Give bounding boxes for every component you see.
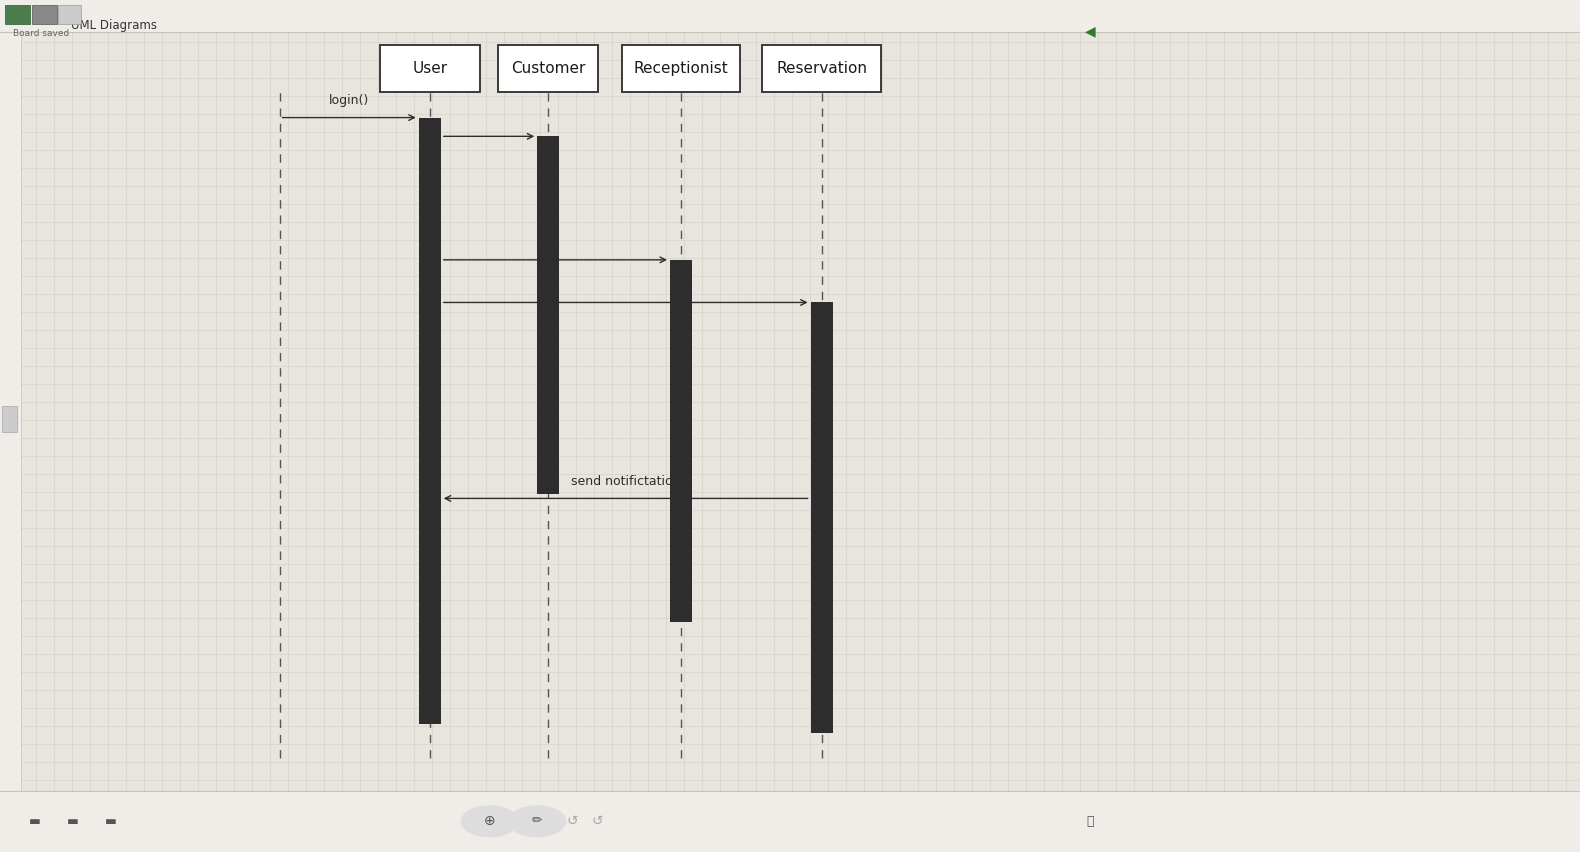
Text: login(): login() xyxy=(329,95,370,107)
Text: ▬: ▬ xyxy=(104,815,117,828)
Bar xyxy=(670,260,692,622)
Text: Customer: Customer xyxy=(510,60,586,76)
Bar xyxy=(537,136,559,494)
Bar xyxy=(58,5,81,24)
Bar xyxy=(419,118,441,724)
Text: ✏: ✏ xyxy=(532,815,542,828)
Text: UML Diagrams: UML Diagrams xyxy=(71,19,156,32)
Text: 💬: 💬 xyxy=(1087,815,1093,828)
Bar xyxy=(763,44,882,91)
Bar xyxy=(0,0,1580,32)
Bar xyxy=(0,32,21,852)
Text: ▬: ▬ xyxy=(66,815,79,828)
Bar xyxy=(2,406,17,432)
Circle shape xyxy=(461,806,518,837)
Text: ◀: ◀ xyxy=(1085,25,1095,38)
Text: ⊕: ⊕ xyxy=(483,815,496,828)
Text: Reservation: Reservation xyxy=(776,60,867,76)
Text: ▬: ▬ xyxy=(28,815,41,828)
Text: send notifictation: send notifictation xyxy=(570,475,681,488)
Bar xyxy=(5,5,30,24)
Bar xyxy=(499,44,597,91)
Bar xyxy=(381,44,480,91)
Text: ↺: ↺ xyxy=(591,815,604,828)
Bar xyxy=(623,44,739,91)
Text: Board saved: Board saved xyxy=(13,29,70,37)
Bar xyxy=(811,302,833,733)
Text: ↺: ↺ xyxy=(566,815,578,828)
Circle shape xyxy=(509,806,566,837)
Bar xyxy=(32,5,57,24)
Text: User: User xyxy=(412,60,447,76)
Bar xyxy=(0,791,1580,852)
Text: Receptionist: Receptionist xyxy=(634,60,728,76)
